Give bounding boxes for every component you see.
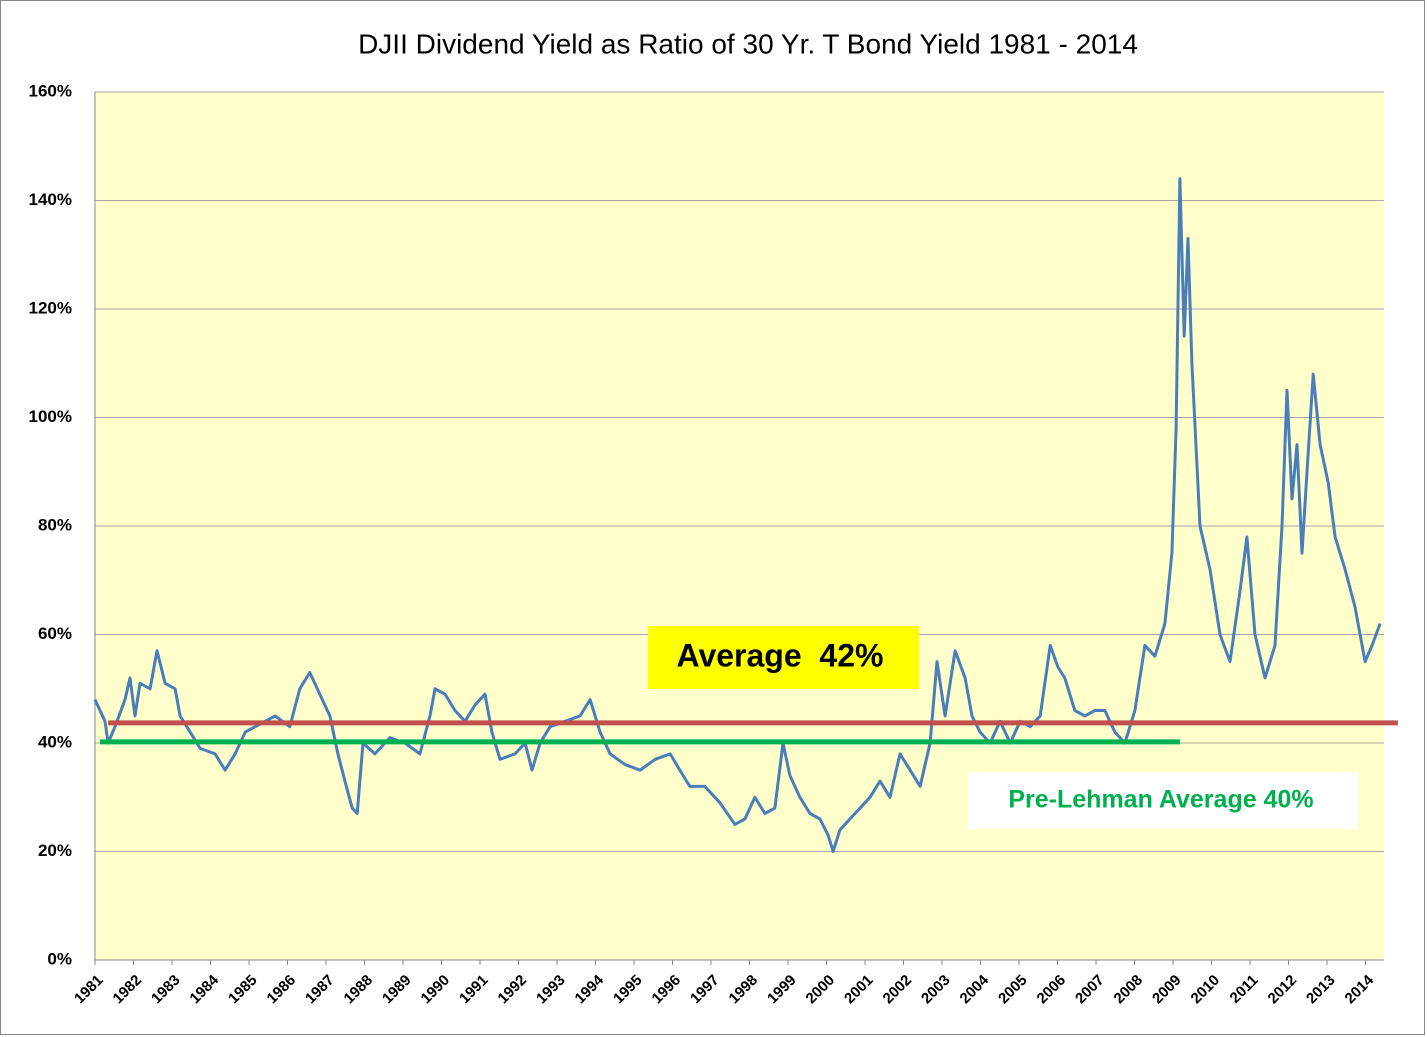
y-tick-label: 100% [29,407,72,426]
annotation-box [648,626,919,689]
chart-title: DJII Dividend Yield as Ratio of 30 Yr. T… [358,28,1138,59]
annotation: Average 42% [677,637,884,673]
y-tick-label: 80% [38,515,72,534]
data-line [93,177,1382,853]
y-tick-label: 0% [47,949,72,968]
y-tick-label: 20% [38,841,72,860]
annotation: Pre-Lehman Average 40% [1008,786,1313,814]
y-tick-label: 140% [29,190,72,209]
y-tick-label: 40% [38,732,72,751]
y-tick-label: 120% [29,298,72,317]
y-tick-label: 160% [29,81,72,100]
annotation-box [968,772,1358,829]
y-tick-label: 60% [38,624,72,643]
